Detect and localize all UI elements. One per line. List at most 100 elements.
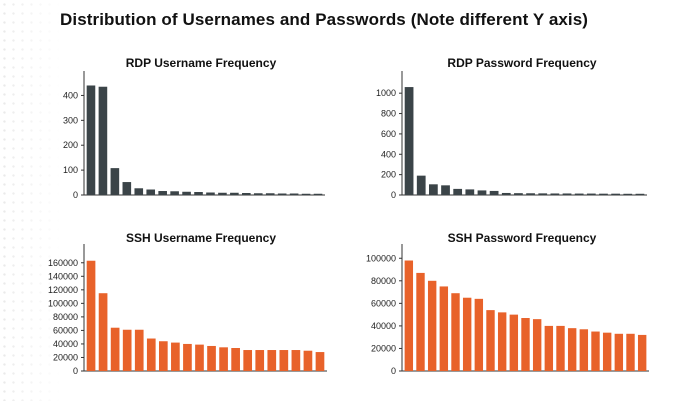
ssh-password-title: SSH Password Frequency (448, 231, 597, 245)
rdp-password-bar (514, 193, 523, 195)
ssh-password-chart: SSH Password Frequency 0 20000 40000 60000 80… (366, 231, 649, 376)
ssh-username-chart: SSH Username Frequency 0 20000 40000 60000 80… (48, 231, 327, 376)
rdp-password-y-tick-label: 1000 (376, 88, 396, 98)
ssh-username-y-tick-label: 0 (73, 366, 78, 376)
ssh-username-y-tick-label: 20000 (53, 352, 78, 362)
ssh-username-bar (110, 327, 120, 371)
ssh-password-bar (591, 331, 600, 371)
rdp-username-bar (230, 192, 239, 195)
ssh-username-bar (303, 350, 313, 371)
rdp-password-bar (416, 175, 426, 195)
rdp-username-bar (86, 85, 96, 195)
ssh-password-bar (474, 298, 484, 371)
rdp-password-bar (623, 193, 633, 195)
ssh-username-bar (315, 352, 325, 371)
rdp-password-bar (453, 188, 463, 195)
ssh-username-bar (291, 350, 301, 371)
rdp-password-bar (526, 193, 535, 195)
rdp-username-bar (194, 192, 203, 195)
rdp-password-bar (404, 87, 414, 195)
rdp-password-y-tick-label: 800 (381, 109, 396, 119)
rdp-password-bar (599, 193, 608, 195)
ssh-username-bar (183, 343, 192, 371)
ssh-password-bar (416, 272, 425, 371)
rdp-username-bar (265, 193, 275, 195)
ssh-username-bar (267, 350, 277, 371)
rdp-username-bar (253, 193, 263, 195)
ssh-password-bar (404, 260, 414, 371)
ssh-username-bar (134, 329, 144, 371)
rdp-password-y-tick-label: 0 (391, 190, 396, 200)
rdp-password-chart: RDP Password Frequency 0 200 400 600 800 1000 (376, 56, 647, 200)
rdp-username-title: RDP Username Frequency (126, 56, 277, 70)
rdp-username-y-tick-label: 300 (63, 115, 78, 125)
rdp-username-bar (218, 192, 227, 195)
rdp-username-bar (313, 193, 323, 195)
ssh-username-bar (207, 345, 216, 371)
ssh-username-bar (171, 342, 180, 371)
ssh-password-bar (427, 280, 437, 371)
ssh-password-bar (439, 286, 449, 371)
ssh-password-y-tick-label: 100000 (366, 253, 396, 263)
ssh-password-y-tick-label: 20000 (371, 343, 396, 353)
rdp-username-y-tick-label: 0 (73, 190, 78, 200)
page-title: Distribution of Usernames and Passwords … (60, 10, 589, 29)
ssh-password-bar (462, 297, 472, 371)
ssh-password-bar (637, 334, 647, 371)
ssh-username-y-tick-label: 60000 (53, 325, 78, 335)
rdp-username-chart: RDP Username Frequency 0 100 200 300 400 (63, 56, 325, 200)
ssh-password-bar (486, 310, 495, 371)
rdp-username-bar (289, 193, 299, 195)
ssh-username-y-tick-label: 120000 (48, 285, 78, 295)
ssh-password-bar (509, 314, 519, 371)
ssh-password-bar (451, 293, 460, 371)
rdp-password-bar (441, 185, 450, 195)
ssh-password-y-tick-label: 60000 (371, 298, 396, 308)
rdp-username-bar (206, 192, 215, 195)
rdp-password-bar (562, 193, 572, 195)
ssh-password-bar (532, 319, 542, 371)
rdp-password-bar (635, 193, 645, 195)
ssh-password-bar (567, 328, 577, 371)
rdp-username-bar (301, 193, 311, 195)
ssh-username-y-tick-label: 160000 (48, 258, 78, 268)
ssh-username-y-tick-label: 80000 (53, 312, 78, 322)
ssh-password-bar (521, 318, 530, 371)
rdp-password-y-tick-label: 400 (381, 149, 396, 159)
ssh-password-bar (614, 333, 624, 371)
rdp-password-y-tick-label: 600 (381, 129, 396, 139)
ssh-username-bar (98, 293, 108, 371)
rdp-username-y-tick-label: 100 (63, 165, 78, 175)
rdp-password-bar (574, 193, 584, 195)
ssh-password-y-tick-label: 40000 (371, 321, 396, 331)
ssh-username-bar (158, 341, 168, 371)
background-dot-pattern (0, 0, 60, 401)
ssh-password-bar (497, 312, 507, 371)
rdp-password-bar (611, 193, 620, 195)
rdp-username-bar (98, 86, 108, 195)
ssh-username-y-tick-label: 100000 (48, 298, 78, 308)
rdp-password-bar (538, 193, 548, 195)
rdp-username-bar (170, 191, 179, 195)
rdp-password-bar (501, 192, 511, 195)
ssh-username-bar (279, 350, 289, 371)
rdp-username-bar (277, 193, 287, 195)
rdp-username-bar (110, 168, 120, 195)
ssh-password-y-tick-label: 0 (391, 366, 396, 376)
ssh-password-bar (626, 333, 635, 371)
ssh-username-bar (86, 260, 96, 371)
rdp-password-bar (465, 189, 475, 195)
rdp-password-bar (489, 190, 499, 195)
ssh-username-bar (255, 350, 265, 371)
ssh-username-bar (122, 329, 132, 371)
rdp-username-y-tick-label: 200 (63, 140, 78, 150)
ssh-username-title: SSH Username Frequency (126, 231, 276, 245)
rdp-password-bar (586, 193, 596, 195)
ssh-username-bar (195, 344, 204, 371)
ssh-username-bar (146, 338, 156, 371)
rdp-password-title: RDP Password Frequency (447, 56, 596, 70)
rdp-username-bar (242, 193, 251, 195)
ssh-password-bar (544, 325, 554, 371)
ssh-username-bar (231, 348, 240, 371)
rdp-username-bar (182, 191, 191, 195)
